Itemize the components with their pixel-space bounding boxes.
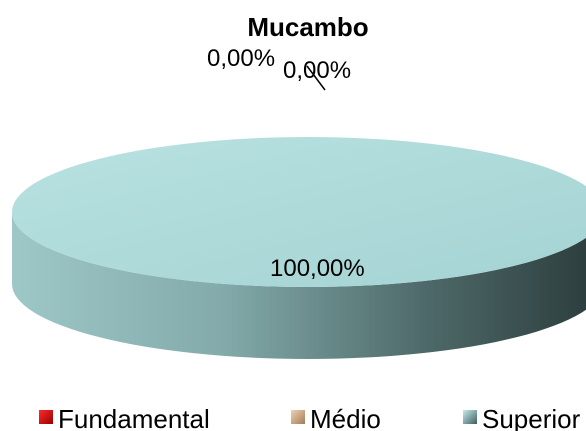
legend-item-medio: Médio xyxy=(291,404,381,431)
label-leader-line xyxy=(306,65,326,91)
legend-swatch-medio xyxy=(291,410,305,424)
legend-swatch-superior xyxy=(463,410,477,424)
data-label-fundamental: 0,00% xyxy=(207,45,275,72)
legend-item-superior: Superior xyxy=(463,404,581,431)
legend-item-fundamental: Fundamental xyxy=(39,404,210,431)
legend-swatch-fundamental xyxy=(39,410,53,424)
data-label-medio: 0,00% xyxy=(283,57,351,84)
data-label-superior: 100,00% xyxy=(270,255,365,282)
chart-title: Mucambo xyxy=(247,12,368,42)
legend-label-fundamental: Fundamental xyxy=(58,404,210,431)
legend-label-superior: Superior xyxy=(482,404,581,431)
pie-slice-superior xyxy=(12,137,586,359)
legend-label-medio: Médio xyxy=(310,404,381,431)
legend: Fundamental Médio Superior xyxy=(39,404,581,431)
